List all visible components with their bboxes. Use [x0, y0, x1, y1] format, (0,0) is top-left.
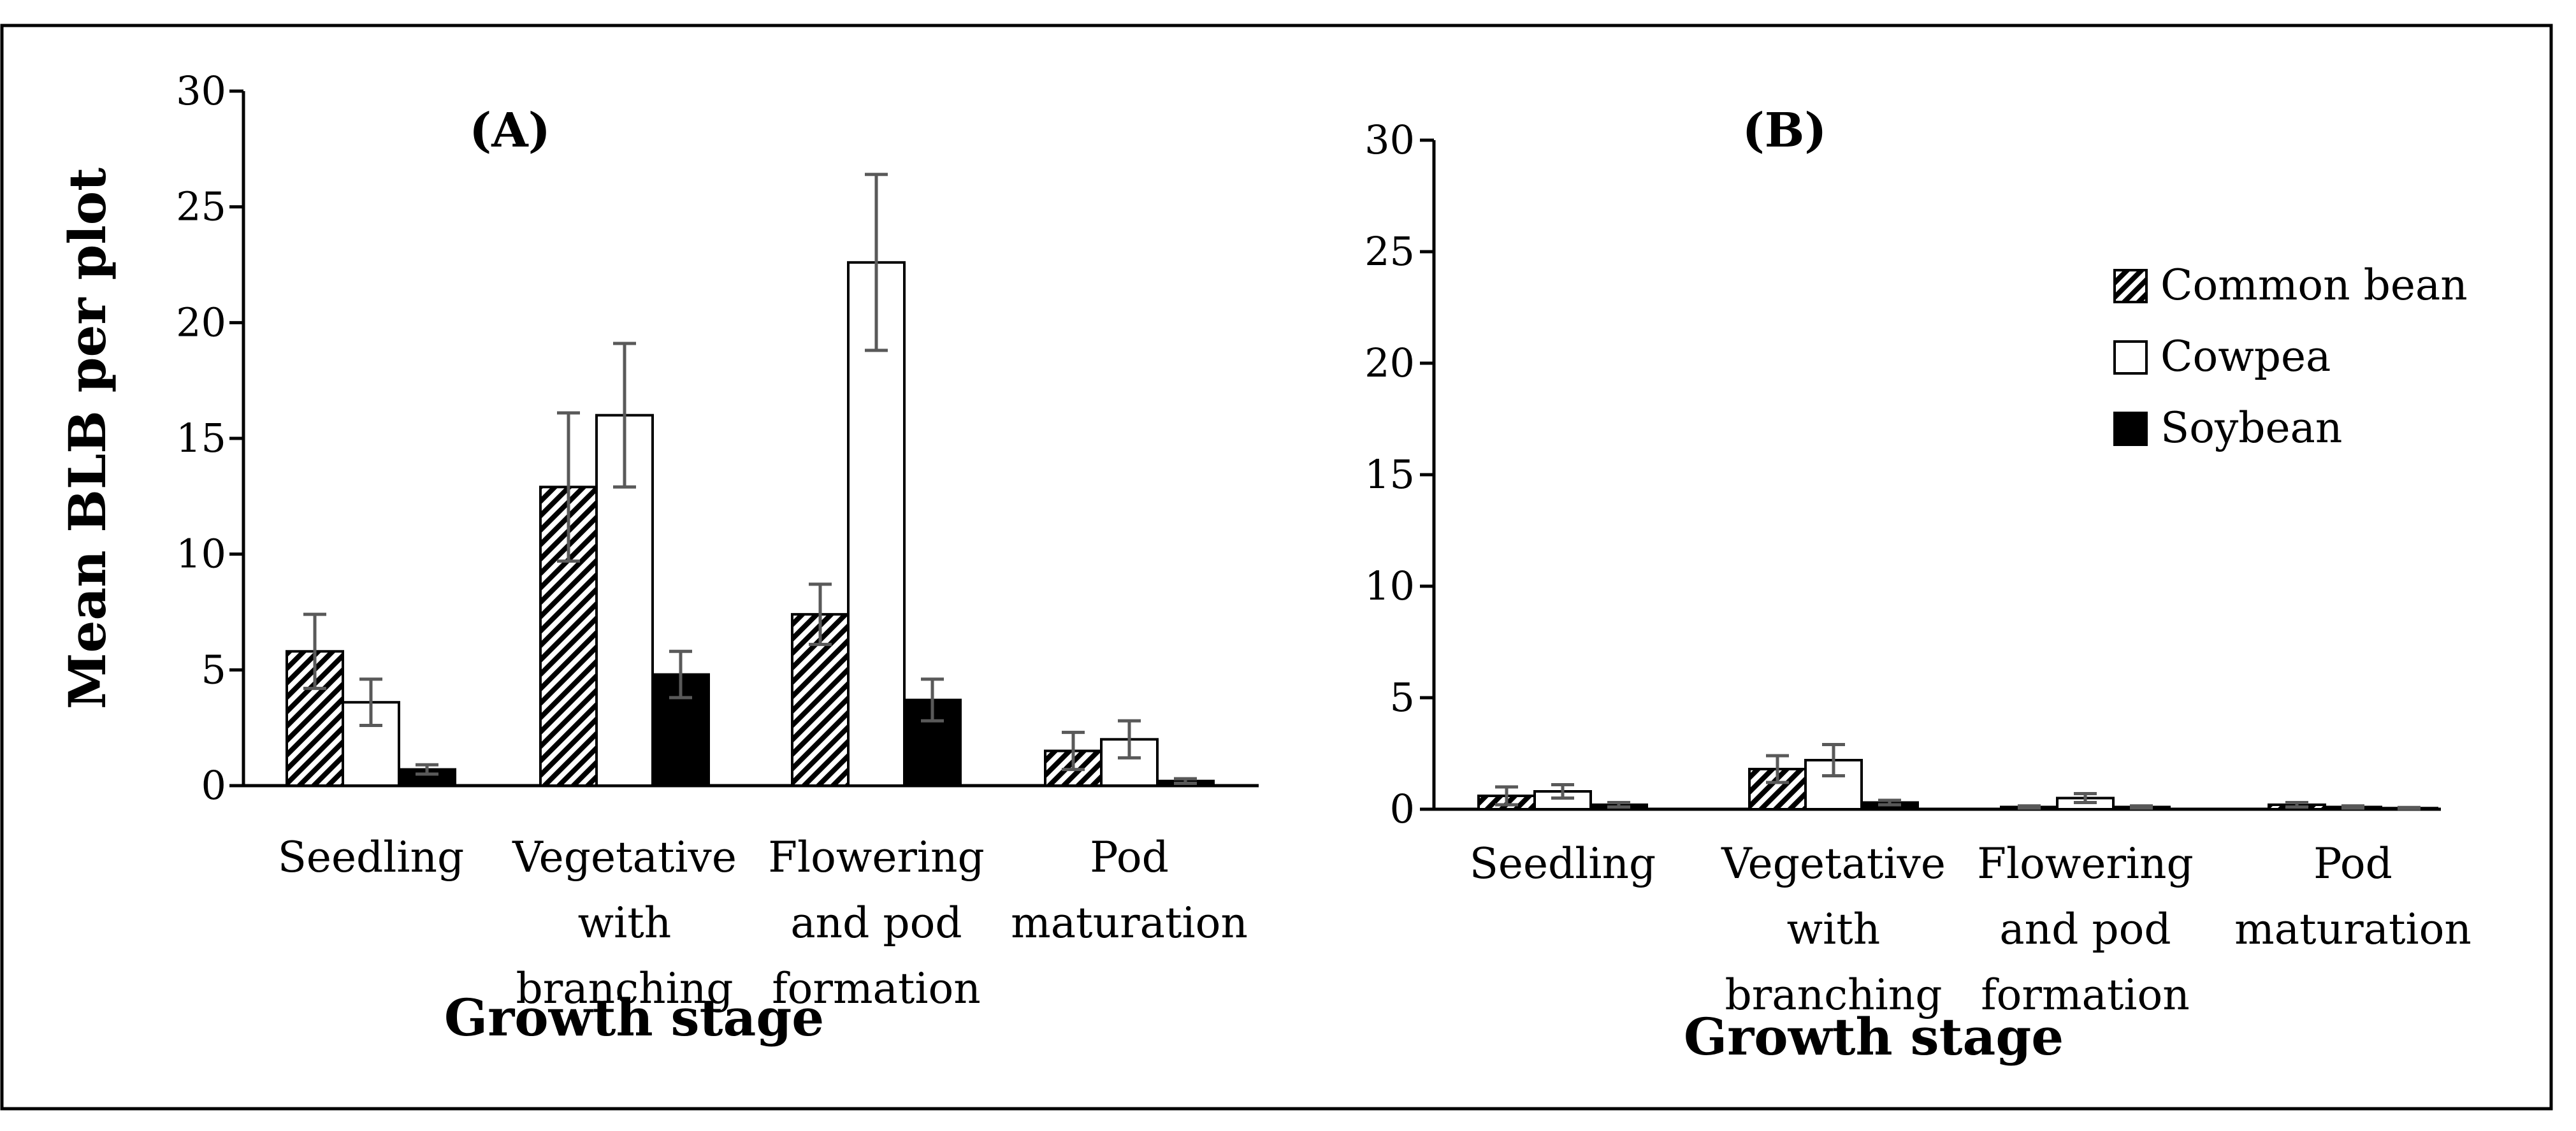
legend-swatch	[2113, 412, 2148, 446]
panel-a: 0 5 10 15 20 25 30 Seedling Vegetative with branch…	[57, 68, 1259, 1048]
y-tick-label: 0	[201, 762, 226, 809]
legend-label: Soybean	[2160, 403, 2342, 452]
x-category-label: Seedling	[278, 833, 465, 882]
x-category-label: maturation	[2234, 905, 2471, 954]
y-tick-label: 0	[1390, 786, 1415, 832]
legend-swatch	[2113, 269, 2148, 303]
y-tick-label: 15	[176, 415, 226, 461]
x-axis-title: Growth stage	[1684, 1007, 2064, 1067]
y-tick-label: 30	[1364, 117, 1415, 163]
y-tick-label: 5	[201, 646, 226, 693]
legend-swatch	[2113, 340, 2148, 375]
x-category-label: and pod	[1999, 905, 2171, 954]
y-tick-label: 10	[1364, 563, 1415, 609]
y-tick-label: 20	[1364, 340, 1415, 386]
y-tick-label: 15	[1364, 451, 1415, 498]
x-category-label: and pod	[790, 898, 962, 947]
x-category-label: with	[578, 898, 672, 947]
x-category-label: Vegetative	[1721, 839, 1946, 888]
bar-common-bean	[1748, 768, 1807, 810]
x-category-label: Flowering	[1977, 839, 2194, 888]
legend-label: Cowpea	[2160, 332, 2331, 381]
panel-label: (A)	[469, 103, 550, 158]
y-tick-label: 10	[176, 531, 226, 577]
x-axis-title: Growth stage	[444, 988, 824, 1048]
panel-label: (B)	[1742, 103, 1827, 158]
y-tick-label: 20	[176, 299, 226, 345]
x-category-label: formation	[772, 964, 981, 1013]
x-category-label: branching	[516, 964, 734, 1013]
legend-label: Common bean	[2160, 261, 2468, 310]
y-tick-label: 25	[176, 184, 226, 230]
x-category-label: formation	[1981, 970, 2190, 1019]
y-tick-label: 30	[176, 68, 226, 114]
y-tick-label: 25	[1364, 228, 1415, 275]
x-category-label: maturation	[1011, 898, 1248, 947]
y-tick-label: 5	[1390, 674, 1415, 721]
x-category-label: branching	[1725, 970, 1943, 1019]
panel-b: 0 5 10 15 20 25 30 Seedling Vegetative with branch…	[1364, 103, 2471, 1067]
x-category-label: Vegetative	[512, 833, 737, 882]
x-category-label: Flowering	[768, 833, 985, 882]
x-category-label: Pod	[2313, 839, 2392, 888]
x-category-label: with	[1787, 905, 1881, 954]
y-axis-title: Mean BLB per plot	[57, 168, 117, 709]
x-category-label: Seedling	[1470, 839, 1656, 888]
x-category-label: Pod	[1090, 833, 1169, 882]
figure-frame	[0, 24, 2553, 1111]
